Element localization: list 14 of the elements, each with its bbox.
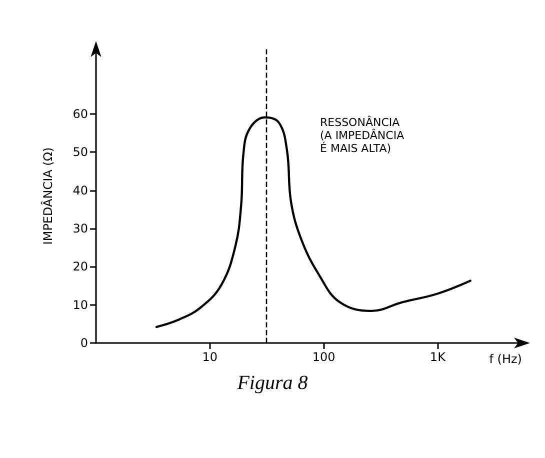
x-tick-label: 1K bbox=[430, 350, 447, 364]
y-axis-title: IMPEDÂNCIA (Ω) bbox=[40, 147, 55, 245]
x-tick-label: 100 bbox=[312, 350, 336, 364]
text: Figura 8 bbox=[236, 372, 308, 394]
y-tick-label: 20 bbox=[72, 260, 88, 274]
annotation: RESSONÂNCIA (A IMPEDÂNCIA É MAIS ALTA) bbox=[320, 115, 405, 155]
y-tick-label: 30 bbox=[72, 221, 88, 236]
y-tick-label: 10 bbox=[72, 298, 88, 312]
x-axis-title: f (Hz) bbox=[489, 352, 522, 366]
y-tick-label: 50 bbox=[72, 145, 88, 160]
x-tick-label: 10 bbox=[202, 350, 218, 364]
y-tick-label: 0 bbox=[80, 336, 88, 350]
y-tick-label: 40 bbox=[72, 183, 88, 198]
y-tick-label: 60 bbox=[72, 106, 88, 121]
